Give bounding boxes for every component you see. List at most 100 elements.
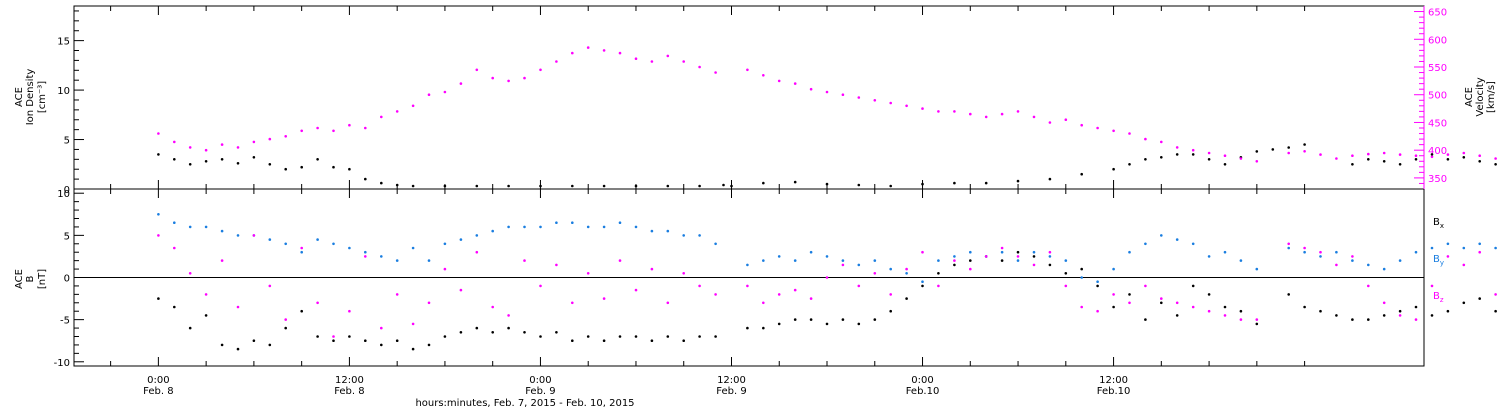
bottom-series-z-point — [1398, 314, 1402, 317]
bottom-series-z-point — [1112, 293, 1115, 296]
top-y-tick-label: 0 — [64, 185, 70, 196]
bottom-series-y-point — [284, 242, 288, 246]
bottom-series-z-point — [173, 246, 176, 250]
bottom-series-y-point — [714, 242, 717, 246]
bottom-series-z-point — [1000, 246, 1004, 250]
bottom-series-y-point — [809, 250, 813, 254]
bottom-series-x-point — [284, 326, 288, 330]
top-series-0-point — [1016, 179, 1020, 183]
bottom-series-y-point — [220, 229, 224, 233]
top-series-0-point — [1144, 158, 1147, 161]
bottom-series-y-point — [666, 229, 670, 233]
top-series-0-point — [1478, 160, 1481, 163]
bottom-series-y-point — [332, 242, 335, 246]
bottom-series-y-point — [586, 225, 590, 229]
top-series-1-point — [173, 140, 176, 144]
top-series-1-point — [921, 107, 924, 110]
x-tick-time: 0:00 — [147, 375, 169, 386]
top-series-0-point — [332, 165, 335, 169]
bottom-series-z-point — [459, 288, 463, 292]
bottom-series-x-point — [427, 343, 431, 347]
top-series-0-point — [364, 177, 367, 181]
top-right-ylabel-1: ACE — [1464, 87, 1475, 107]
top-series-1-point — [1048, 121, 1052, 124]
top-series-1-point — [777, 79, 781, 83]
bottom-series-z-point — [411, 322, 415, 326]
bottom-series-x-point — [889, 309, 892, 313]
bottom-series-z-point — [443, 267, 447, 271]
top-series-0-point — [1048, 177, 1052, 181]
bottom-series-y-point — [953, 255, 956, 258]
bottom-series-y-point — [491, 229, 495, 233]
top-series-1-point — [507, 79, 510, 83]
bottom-series-x-point — [1478, 297, 1481, 300]
bottom-series-x-point — [571, 339, 574, 343]
top-series-0-point — [953, 181, 956, 185]
bottom-series-x-point — [1462, 301, 1466, 305]
bottom-series-y-point — [602, 225, 606, 229]
top-panel: 0 5 10 15 350 400 450 500 550 600 650 ACE Ion Den… — [14, 6, 1497, 196]
bottom-y-tick-label: -10 — [54, 358, 70, 369]
bottom-series-x-point — [252, 339, 256, 343]
bottom-series-z-point — [1239, 318, 1243, 321]
bottom-series-y-point — [1064, 259, 1068, 262]
bottom-series-z-point — [475, 250, 479, 254]
bottom-series-z-point — [634, 288, 638, 292]
bottom-series-z-point — [1160, 297, 1163, 300]
bottom-series-y-point — [1462, 246, 1466, 250]
top-series-1-point — [969, 112, 972, 116]
bottom-series-y-point — [427, 259, 431, 262]
top-series — [157, 46, 1497, 188]
bottom-series-x-point — [762, 326, 765, 330]
bottom-series-z-point — [889, 293, 892, 296]
top-series-1-point — [1303, 150, 1306, 153]
bottom-series-z-point — [1478, 250, 1481, 254]
bottom-series-y-point — [1128, 250, 1131, 254]
bottom-series-z-point — [332, 335, 335, 338]
bottom-series-x-point — [1430, 314, 1434, 317]
bottom-series-x-point — [1191, 284, 1195, 288]
top-series-1-point — [1080, 123, 1083, 127]
bottom-y-tick-label: 10 — [57, 189, 70, 200]
bottom-series-y-point — [650, 229, 654, 233]
top-y-tick-label: 10 — [57, 86, 70, 97]
top-series-0-point — [1398, 163, 1402, 166]
bottom-series-x-point — [682, 339, 685, 343]
top-right-y-tick-label: 650 — [1428, 8, 1447, 19]
top-y-tick-label: 5 — [64, 136, 70, 147]
bottom-series-z-point — [1446, 255, 1450, 258]
top-series-1-point — [1446, 153, 1450, 156]
bottom-series-x-point — [1414, 305, 1418, 309]
bottom-series-x-point — [395, 339, 399, 343]
bottom-series-x-point — [157, 297, 160, 300]
bottom-series-z-point — [618, 259, 622, 262]
bottom-series-x-point — [1351, 318, 1354, 321]
x-tick-date: Feb. 8 — [334, 386, 364, 397]
bottom-series-x-point — [777, 322, 781, 326]
top-series-1-point — [236, 146, 240, 149]
top-series-0-point — [1255, 150, 1259, 153]
bottom-series-x-point — [793, 318, 797, 321]
bottom-series-y-point — [1096, 280, 1099, 284]
bottom-series-x-point — [1080, 267, 1083, 271]
bottom-series-y-point — [188, 225, 192, 229]
top-series-1-point — [873, 99, 877, 102]
top-left-ylabel-2: Ion Density — [25, 69, 36, 126]
bottom-series-z-point — [762, 301, 765, 305]
bottom-series-z-point — [1351, 255, 1354, 258]
top-series-1-point — [1335, 157, 1338, 160]
top-series-0-point — [1287, 146, 1290, 149]
bottom-series-x-point — [714, 335, 717, 338]
bottom-series-y-point — [1382, 267, 1386, 271]
top-series-0-point — [507, 184, 510, 188]
bottom-series-y-point — [1303, 250, 1306, 254]
top-series-0-point — [1175, 153, 1179, 156]
top-series-0-point — [1462, 156, 1466, 159]
top-right-y-ticks: 350 400 450 500 550 600 650 — [1414, 6, 1447, 189]
top-left-ylabel-3: [cm⁻³] — [37, 81, 48, 113]
bottom-series-y-point — [1430, 246, 1434, 250]
bottom-series-z-point — [220, 259, 224, 262]
top-series-1-point — [1478, 154, 1481, 157]
bottom-series-x-point — [1319, 309, 1322, 313]
